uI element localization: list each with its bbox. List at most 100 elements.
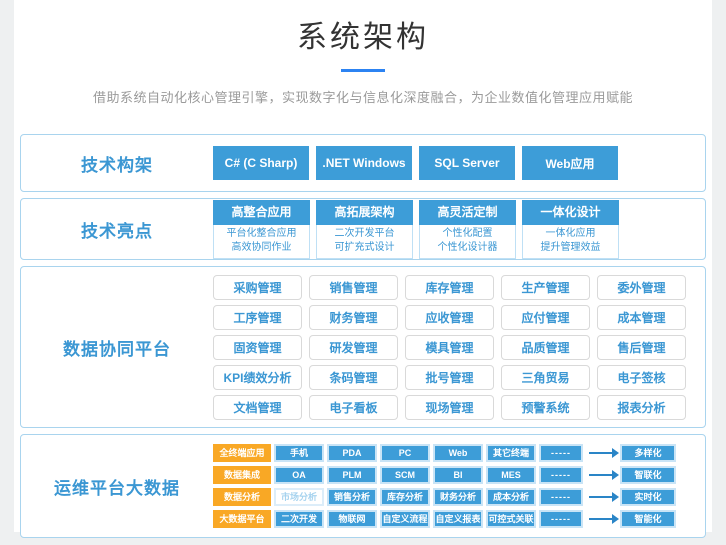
highlight-card-title: 高整合应用: [213, 199, 310, 225]
ops-item-box: 库存分析: [380, 488, 430, 506]
section-tech-stack: 技术构架 C# (C Sharp) .NET Windows SQL Server W…: [20, 134, 706, 192]
ops-item-box: 二次开发: [274, 510, 324, 528]
module-button: 委外管理: [597, 274, 686, 300]
page-subtitle: 借助系统自动化核心管理引擎，实现数字化与信息化深度融合，为企业数值化管理应用赋能: [92, 90, 633, 105]
ops-category-badge: 全终端应用: [213, 444, 271, 462]
highlight-card: 高灵活定制个性化配置个性化设计器: [419, 199, 516, 259]
title-underline: [341, 69, 385, 72]
ops-item-box: 成本分析: [486, 488, 536, 506]
ops-item-box: MES: [486, 466, 536, 484]
ops-item-box: 销售分析: [327, 488, 377, 506]
highlight-card-line: 个性化设计器: [437, 241, 498, 253]
highlight-card-line: 提升管理效益: [540, 241, 601, 253]
module-button: 研发管理: [309, 334, 398, 360]
section-list: 技术构架 C# (C Sharp) .NET Windows SQL Server W…: [14, 134, 712, 538]
module-button: 现场管理: [405, 394, 494, 420]
ops-category-badge: 数据集成: [213, 466, 271, 484]
section-label-ops-platform: 运维平台大数据: [54, 478, 180, 498]
module-button: 条码管理: [309, 364, 398, 390]
ops-item-box: OA: [274, 466, 324, 484]
highlight-card-title: 一体化设计: [522, 199, 619, 225]
highlight-card-title: 高灵活定制: [419, 199, 516, 225]
highlight-card-line: 可扩充式设计: [334, 241, 395, 253]
ops-item-box: 财务分析: [433, 488, 483, 506]
module-button: 预警系统: [501, 394, 590, 420]
ops-item-box: 自定义报表: [433, 510, 483, 528]
tech-stack-buttons: C# (C Sharp) .NET Windows SQL Server Web应用: [213, 146, 618, 180]
module-button: 库存管理: [405, 274, 494, 300]
tech-stack-button: Web应用: [522, 146, 618, 180]
section-highlights: 技术亮点 高整合应用 平台化整合应用 高效协同作业 高拓展架构 二次开发平台 可扩充式设计…: [20, 198, 706, 260]
highlight-card: 高拓展架构二次开发平台 可扩充式设计: [316, 199, 413, 259]
module-button: 应收管理: [405, 304, 494, 330]
ops-dash-box: -----: [539, 510, 583, 528]
section-data-platform: 数据协同平台 采购管理 销售管理 库存管理 生产管理 委外管理 工序管理 财务管理 应收管理应…: [20, 266, 706, 428]
module-button: 售后管理: [597, 334, 686, 360]
module-button: 三角贸易: [501, 364, 590, 390]
module-button: 批号管理: [405, 364, 494, 390]
page-container: 系统架构 借助系统自动化核心管理引擎，实现数字化与信息化深度融合，为企业数值化管…: [14, 0, 712, 538]
arrow-right-icon: [589, 448, 619, 458]
ops-dash-box: -----: [539, 488, 583, 506]
highlight-card-body: 平台化整合应用 高效协同作业: [213, 224, 310, 259]
module-button: 文档管理: [213, 394, 302, 420]
arrow-right-icon: [589, 492, 619, 502]
ops-dash-box: -----: [539, 466, 583, 484]
highlight-card: 高整合应用 平台化整合应用 高效协同作业: [213, 199, 310, 259]
highlight-card-line: 个性化配置: [442, 227, 493, 239]
ops-item-box: Web: [433, 444, 483, 462]
module-button: 固资管理: [213, 334, 302, 360]
arrow-right-icon: [589, 514, 619, 524]
module-grid: 采购管理 销售管理 库存管理 生产管理 委外管理 工序管理 财务管理 应收管理 应付管理 成本管理…: [213, 274, 686, 420]
ops-item-box: PLM: [327, 466, 377, 484]
ops-item-box: PDA: [327, 444, 377, 462]
highlight-card-line: 平台化整合应用: [226, 227, 297, 239]
module-button: 品质管理: [501, 334, 590, 360]
highlight-card-line: 高效协同作业: [231, 241, 292, 253]
highlight-card-line: 一体化应用: [545, 227, 596, 239]
module-button: 模具管理: [405, 334, 494, 360]
ops-item-box: BI: [433, 466, 483, 484]
arrow-right-icon: [589, 470, 619, 480]
ops-category-badge: 大数据平台: [213, 510, 271, 528]
highlight-card-body: 一体化应用提升管理效益: [522, 224, 619, 259]
section-label-highlights: 技术亮点: [81, 221, 153, 241]
ops-item-box: 手机: [274, 444, 324, 462]
ops-row: 数据分析 市场分析 销售分析 库存分析 财务分析 成本分析 ----- 实时化: [213, 488, 676, 506]
ops-row: 全终端应用 手机 PDA PC Web 其它终端 ----- 多样化: [213, 444, 676, 462]
module-button: 成本管理: [597, 304, 686, 330]
ops-item-box: 物联网: [327, 510, 377, 528]
ops-item-box: SCM: [380, 466, 430, 484]
ops-item-box: 可控式关联: [486, 510, 536, 528]
module-button: 应付管理: [501, 304, 590, 330]
module-button: 电子看板: [309, 394, 398, 420]
ops-row: 大数据平台 二次开发 物联网 自定义流程 自定义报表 可控式关联 ----- 智能化: [213, 510, 676, 528]
section-ops-platform: 运维平台大数据 全终端应用 手机 PDA PC Web 其它终端 ----- 多样化 数据集成 O…: [20, 434, 706, 538]
tech-stack-button: C# (C Sharp): [213, 146, 309, 180]
module-button: 采购管理: [213, 274, 302, 300]
ops-row: 数据集成 OA PLM SCM BI MES ----- 智联化: [213, 466, 676, 484]
highlight-card-line: 二次开发平台: [334, 227, 395, 239]
ops-item-box: 市场分析: [274, 488, 324, 506]
ops-result-box: 智联化: [620, 466, 676, 484]
highlight-card-title: 高拓展架构: [316, 199, 413, 225]
ops-result-box: 实时化: [620, 488, 676, 506]
ops-category-badge: 数据分析: [213, 488, 271, 506]
ops-rows: 全终端应用 手机 PDA PC Web 其它终端 ----- 多样化 数据集成 OA PLM SCM B…: [213, 444, 676, 528]
ops-item-box: 其它终端: [486, 444, 536, 462]
section-label-data-platform: 数据协同平台: [63, 339, 171, 359]
ops-result-box: 多样化: [620, 444, 676, 462]
tech-stack-button: .NET Windows: [316, 146, 412, 180]
ops-item-box: PC: [380, 444, 430, 462]
highlight-cards: 高整合应用 平台化整合应用 高效协同作业 高拓展架构 二次开发平台 可扩充式设计 高灵活定制…: [213, 199, 619, 259]
module-button: 报表分析: [597, 394, 686, 420]
page-header: 系统架构 借助系统自动化核心管理引擎，实现数字化与信息化深度融合，为企业数值化管…: [14, 0, 712, 106]
module-button: 财务管理: [309, 304, 398, 330]
highlight-card: 一体化设计一体化应用提升管理效益: [522, 199, 619, 259]
module-button: 销售管理: [309, 274, 398, 300]
highlight-card-body: 个性化配置个性化设计器: [419, 224, 516, 259]
ops-dash-box: -----: [539, 444, 583, 462]
tech-stack-button: SQL Server: [419, 146, 515, 180]
module-button: 生产管理: [501, 274, 590, 300]
page-title: 系统架构: [297, 21, 429, 54]
